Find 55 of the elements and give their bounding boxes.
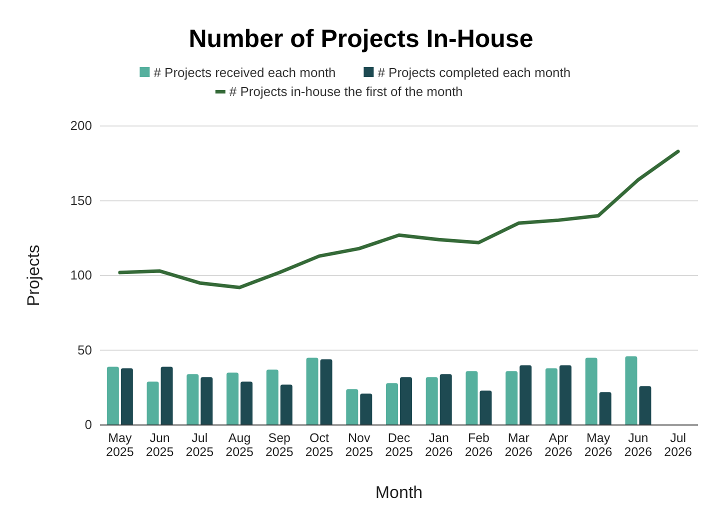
y-tick-label: 0 bbox=[84, 417, 92, 432]
bar bbox=[506, 371, 518, 425]
bar bbox=[440, 374, 452, 425]
x-axis-title: Month bbox=[375, 483, 423, 502]
y-tick-label: 100 bbox=[70, 268, 92, 282]
bar bbox=[306, 358, 318, 425]
bar bbox=[226, 372, 239, 425]
bar bbox=[280, 384, 292, 425]
bar bbox=[386, 383, 398, 425]
bar bbox=[146, 382, 159, 425]
x-tick-label: Jun 2025 bbox=[146, 431, 174, 459]
bar bbox=[599, 392, 612, 425]
x-tick-label: Jul 2025 bbox=[186, 431, 214, 459]
y-tick-label: 150 bbox=[70, 192, 92, 208]
x-tick-label: May 2026 bbox=[584, 431, 612, 459]
bar bbox=[559, 365, 572, 425]
bar bbox=[639, 386, 652, 425]
bar bbox=[466, 371, 478, 425]
chart-title: Number of Projects In-House bbox=[188, 25, 534, 53]
bar bbox=[545, 368, 558, 425]
x-tick-label: Aug 2025 bbox=[226, 431, 254, 459]
x-tick-label: Jun 2026 bbox=[624, 431, 652, 459]
x-tick-label: Mar 2026 bbox=[504, 431, 533, 459]
legend-label: # Projects received each month bbox=[154, 65, 336, 80]
bar bbox=[360, 394, 372, 425]
x-tick-label: Apr 2026 bbox=[544, 431, 572, 459]
bar bbox=[186, 374, 199, 425]
bar bbox=[625, 356, 638, 425]
bar bbox=[320, 359, 332, 425]
y-tick-label: 50 bbox=[78, 342, 92, 358]
x-tick-label: Dec 2025 bbox=[385, 431, 413, 459]
bar bbox=[106, 366, 119, 425]
x-tick-label: Sep 2025 bbox=[265, 431, 294, 459]
bar bbox=[200, 377, 213, 425]
y-tick-label: 200 bbox=[70, 118, 92, 133]
bar bbox=[120, 368, 133, 425]
bar bbox=[480, 390, 492, 425]
legend-label: # Projects in-house the first of the month bbox=[229, 84, 463, 99]
x-tick-label: May 2025 bbox=[106, 431, 134, 459]
bar bbox=[266, 370, 278, 425]
bar bbox=[240, 382, 253, 425]
bar bbox=[160, 366, 173, 425]
x-tick-label: Oct 2025 bbox=[305, 431, 334, 459]
bar bbox=[520, 365, 532, 425]
bar bbox=[426, 377, 438, 425]
legend-label: # Projects completed each month bbox=[378, 65, 571, 80]
bar bbox=[585, 358, 598, 425]
x-tick-label: Nov 2025 bbox=[345, 431, 374, 459]
x-tick-label: Jul 2026 bbox=[664, 431, 692, 459]
y-axis-title: Projects bbox=[24, 244, 43, 306]
line-series bbox=[118, 150, 680, 290]
bar bbox=[346, 389, 358, 425]
x-tick-label: Jan 2026 bbox=[424, 431, 453, 459]
x-tick-label: Feb 2026 bbox=[464, 431, 493, 459]
bar bbox=[400, 377, 412, 425]
